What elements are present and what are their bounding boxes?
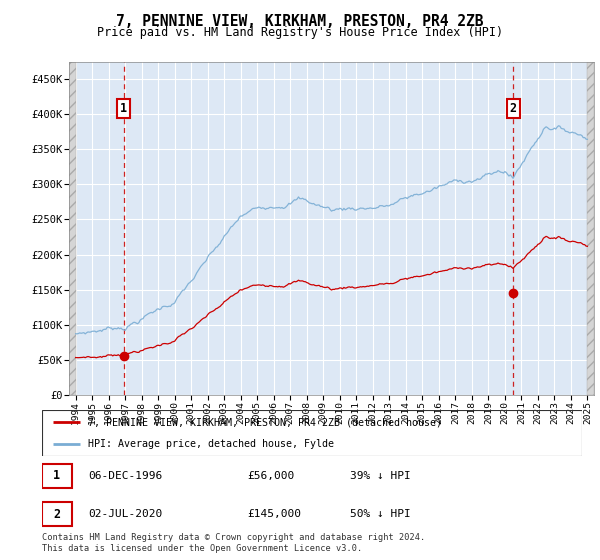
Text: 50% ↓ HPI: 50% ↓ HPI xyxy=(350,509,410,519)
Text: 7, PENNINE VIEW, KIRKHAM, PRESTON, PR4 2ZB (detached house): 7, PENNINE VIEW, KIRKHAM, PRESTON, PR4 2… xyxy=(88,417,442,427)
Text: £145,000: £145,000 xyxy=(247,509,301,519)
Text: £56,000: £56,000 xyxy=(247,471,295,481)
Text: HPI: Average price, detached house, Fylde: HPI: Average price, detached house, Fyld… xyxy=(88,439,334,449)
Text: 1: 1 xyxy=(53,469,61,482)
Bar xyxy=(42,464,72,488)
Text: Contains HM Land Registry data © Crown copyright and database right 2024.
This d: Contains HM Land Registry data © Crown c… xyxy=(42,533,425,553)
Text: 7, PENNINE VIEW, KIRKHAM, PRESTON, PR4 2ZB: 7, PENNINE VIEW, KIRKHAM, PRESTON, PR4 2… xyxy=(116,14,484,29)
Text: 02-JUL-2020: 02-JUL-2020 xyxy=(88,509,162,519)
Text: 39% ↓ HPI: 39% ↓ HPI xyxy=(350,471,410,481)
Text: 2: 2 xyxy=(53,508,61,521)
Text: 06-DEC-1996: 06-DEC-1996 xyxy=(88,471,162,481)
Bar xyxy=(69,62,76,395)
Text: Price paid vs. HM Land Registry's House Price Index (HPI): Price paid vs. HM Land Registry's House … xyxy=(97,26,503,39)
Bar xyxy=(42,502,72,526)
Text: 2: 2 xyxy=(509,102,517,115)
Text: 1: 1 xyxy=(120,102,127,115)
Bar xyxy=(587,62,594,395)
